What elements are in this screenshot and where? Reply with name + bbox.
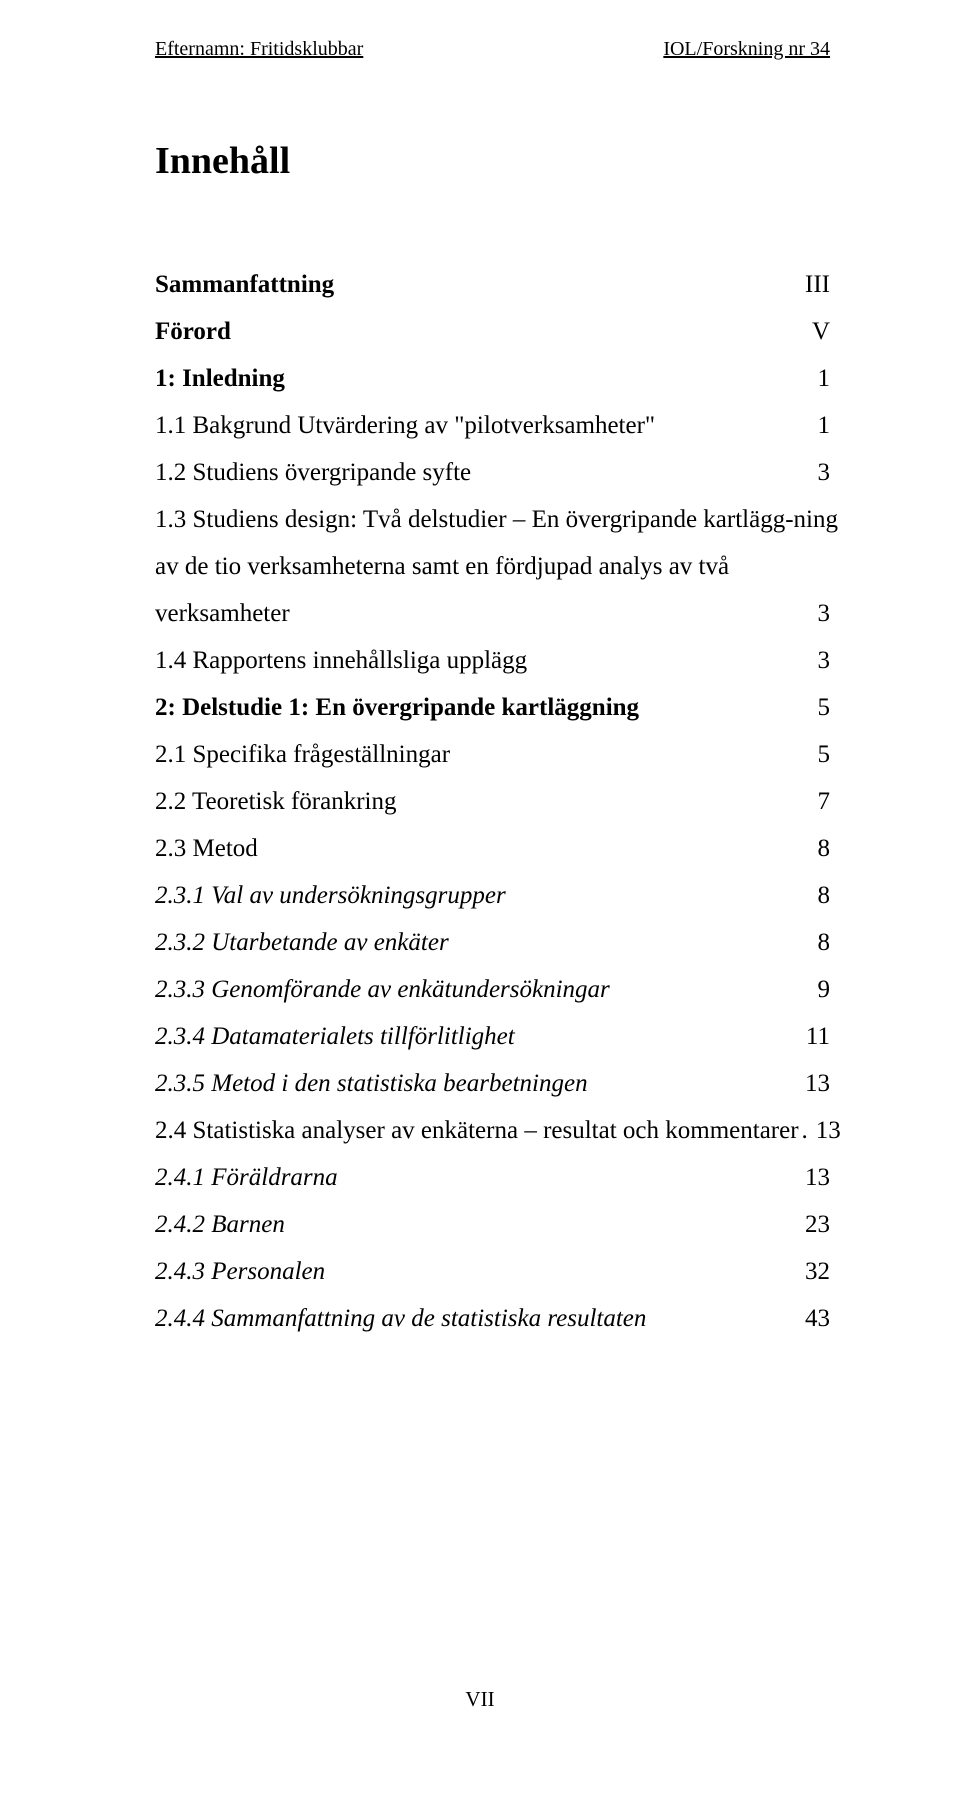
toc-label: 1.3 Studiens design: Två delstudier – En…	[155, 496, 838, 543]
toc-entry: 2.3.3 Genomförande av enkätundersökninga…	[155, 966, 830, 1013]
toc-label: 2.4.2 Barnen	[155, 1201, 285, 1248]
toc-page: 13	[800, 1154, 830, 1201]
toc-label: 2.3.3 Genomförande av enkätundersökninga…	[155, 966, 610, 1013]
toc-page: 9	[800, 966, 830, 1013]
toc-entry: 2.1 Specifika frågeställningar 5	[155, 731, 830, 778]
toc-entry: 2.4.4 Sammanfattning av de statistiska r…	[155, 1295, 830, 1342]
toc-page: 23	[800, 1201, 830, 1248]
document-page: Efternamn: Fritidsklubbar IOL/Forskning …	[0, 0, 960, 1342]
toc-label: 1.2 Studiens övergripande syfte	[155, 449, 471, 496]
toc-label: 2: Delstudie 1: En övergripande kartlägg…	[155, 684, 639, 731]
toc-page: 3	[800, 637, 830, 684]
toc-page: 3	[800, 590, 830, 637]
page-number: VII	[0, 1687, 960, 1712]
toc-page: 13	[811, 1107, 841, 1154]
toc-label: verksamheter	[155, 590, 290, 637]
toc-entry: av de tio verksamheterna samt en fördjup…	[155, 543, 830, 590]
toc-entry: Förord V	[155, 308, 830, 355]
toc-entry: 2: Delstudie 1: En övergripande kartlägg…	[155, 684, 830, 731]
toc-label: Förord	[155, 308, 231, 355]
toc-page: 5	[800, 684, 830, 731]
toc-page: 1	[800, 355, 830, 402]
toc-label: 2.2 Teoretisk förankring	[155, 778, 396, 825]
toc-entry: 2.3.5 Metod i den statistiska bearbetnin…	[155, 1060, 830, 1107]
toc-label: 2.4 Statistiska analyser av enkäterna – …	[155, 1107, 799, 1154]
table-of-contents: SammanfattningIIIFörordV1: Inledning11.1…	[155, 261, 830, 1342]
toc-entry: 2.3 Metod 8	[155, 825, 830, 872]
toc-page: 8	[800, 872, 830, 919]
toc-label: 1.1 Bakgrund Utvärdering av "pilotverksa…	[155, 402, 655, 449]
toc-label: 2.3.4 Datamaterialets tillförlitlighet	[155, 1013, 515, 1060]
toc-entry: 2.4.1 Föräldrarna 13	[155, 1154, 830, 1201]
toc-page: 13	[800, 1060, 830, 1107]
toc-page: 8	[800, 919, 830, 966]
toc-entry: 2.2 Teoretisk förankring 7	[155, 778, 830, 825]
toc-label: 2.4.1 Föräldrarna	[155, 1154, 338, 1201]
toc-label: 2.3.1 Val av undersökningsgrupper	[155, 872, 506, 919]
toc-entry: verksamheter 3	[155, 590, 830, 637]
toc-entry: 2.4.3 Personalen 32	[155, 1248, 830, 1295]
toc-page: 32	[800, 1248, 830, 1295]
toc-entry: 2.4 Statistiska analyser av enkäterna – …	[155, 1107, 830, 1154]
toc-label: 2.4.3 Personalen	[155, 1248, 325, 1295]
page-title: Innehåll	[155, 139, 830, 183]
header-right: IOL/Forskning nr 34	[663, 38, 830, 61]
toc-page: 3	[800, 449, 830, 496]
toc-page: 11	[800, 1013, 830, 1060]
toc-entry: 1.4 Rapportens innehållsliga upplägg 3	[155, 637, 830, 684]
toc-entry: 2.3.4 Datamaterialets tillförlitlighet 11	[155, 1013, 830, 1060]
toc-label: 2.1 Specifika frågeställningar	[155, 731, 450, 778]
toc-page: 5	[800, 731, 830, 778]
toc-label: av de tio verksamheterna samt en fördjup…	[155, 543, 729, 590]
toc-label: 2.4.4 Sammanfattning av de statistiska r…	[155, 1295, 646, 1342]
page-header: Efternamn: Fritidsklubbar IOL/Forskning …	[155, 38, 830, 61]
toc-page: V	[800, 308, 830, 355]
toc-label: Sammanfattning	[155, 261, 334, 308]
toc-page: 43	[800, 1295, 830, 1342]
toc-page: 7	[800, 778, 830, 825]
header-left: Efternamn: Fritidsklubbar	[155, 38, 363, 61]
toc-entry: 2.3.2 Utarbetande av enkäter 8	[155, 919, 830, 966]
toc-label: 2.3.2 Utarbetande av enkäter	[155, 919, 449, 966]
toc-page: III	[800, 261, 830, 308]
toc-label: 2.3 Metod	[155, 825, 258, 872]
toc-page: 8	[800, 825, 830, 872]
toc-entry: 2.4.2 Barnen 23	[155, 1201, 830, 1248]
toc-entry: 1.3 Studiens design: Två delstudier – En…	[155, 496, 830, 543]
toc-entry: Sammanfattning III	[155, 261, 830, 308]
toc-label: 1.4 Rapportens innehållsliga upplägg	[155, 637, 527, 684]
toc-entry: 2.3.1 Val av undersökningsgrupper 8	[155, 872, 830, 919]
toc-entry: 1.2 Studiens övergripande syfte 3	[155, 449, 830, 496]
toc-entry: 1: Inledning 1	[155, 355, 830, 402]
toc-page: 1	[800, 402, 830, 449]
toc-leader: .	[802, 1107, 808, 1154]
toc-label: 2.3.5 Metod i den statistiska bearbetnin…	[155, 1060, 588, 1107]
toc-label: 1: Inledning	[155, 355, 285, 402]
toc-entry: 1.1 Bakgrund Utvärdering av "pilotverksa…	[155, 402, 830, 449]
